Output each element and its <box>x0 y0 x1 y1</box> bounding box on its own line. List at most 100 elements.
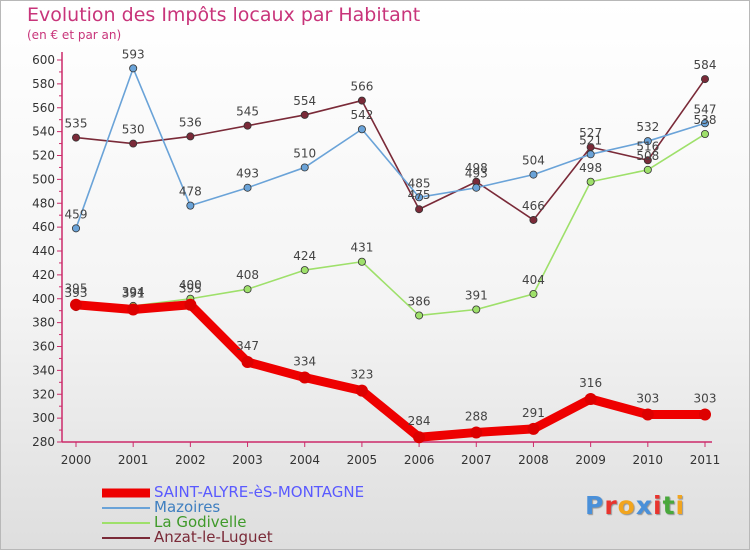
chart-title: Evolution des Impôts locaux par Habitant <box>27 4 421 26</box>
data-point <box>415 193 424 202</box>
x-tick-label: 2010 <box>633 453 664 467</box>
y-tick-label: 300 <box>32 411 55 425</box>
data-point <box>643 137 652 146</box>
data-label: 391 <box>122 286 145 300</box>
data-label: 545 <box>236 105 259 119</box>
logo-letter: t <box>662 491 676 520</box>
data-point <box>415 311 424 320</box>
data-label: 334 <box>293 355 316 369</box>
data-label: 554 <box>293 94 316 108</box>
data-label: 530 <box>122 123 145 137</box>
data-label: 493 <box>465 167 488 181</box>
data-label: 493 <box>236 167 259 181</box>
data-point <box>701 119 710 128</box>
data-point <box>701 130 710 139</box>
data-label: 485 <box>408 176 431 190</box>
data-point <box>127 303 140 316</box>
data-point <box>529 289 538 298</box>
logo-letter: r <box>604 491 618 520</box>
y-tick-label: 540 <box>32 125 55 139</box>
data-label: 391 <box>465 288 488 302</box>
data-point <box>241 356 254 369</box>
data-label: 536 <box>179 115 202 129</box>
y-tick-label: 560 <box>32 101 55 115</box>
data-point <box>413 431 426 444</box>
x-tick-label: 2000 <box>61 453 92 467</box>
data-point <box>529 170 538 179</box>
data-point <box>701 75 710 84</box>
data-label: 303 <box>694 392 717 406</box>
data-point <box>129 64 138 73</box>
proxiti-logo: Proxiti <box>585 491 685 520</box>
data-label: 303 <box>636 392 659 406</box>
data-label: 527 <box>579 126 602 140</box>
data-label: 395 <box>179 282 202 296</box>
x-tick-label: 2003 <box>232 453 263 467</box>
data-label: 323 <box>350 368 373 382</box>
data-point <box>300 163 309 172</box>
logo-letter: P <box>585 491 605 520</box>
data-label: 386 <box>408 294 431 308</box>
data-point <box>300 266 309 275</box>
data-point <box>70 298 82 311</box>
data-label: 284 <box>408 414 431 428</box>
series-line-3 <box>75 78 706 221</box>
y-tick-label: 360 <box>32 340 55 354</box>
data-point <box>300 110 309 119</box>
data-label: 510 <box>293 146 316 160</box>
data-point <box>357 96 366 105</box>
data-label: 395 <box>65 282 88 296</box>
data-point <box>529 215 538 224</box>
data-point <box>584 393 597 406</box>
data-point <box>527 422 540 435</box>
data-label: 393 <box>65 286 88 300</box>
data-label: 542 <box>350 108 373 122</box>
data-point <box>72 224 81 233</box>
data-label: 593 <box>122 47 145 61</box>
data-label: 347 <box>236 339 259 353</box>
data-point <box>643 156 652 165</box>
y-tick-label: 480 <box>32 196 55 210</box>
data-point <box>357 257 366 266</box>
data-point <box>355 384 368 397</box>
logo-letter: o <box>617 491 636 520</box>
x-tick-label: 2004 <box>289 453 320 467</box>
data-point <box>586 150 595 159</box>
legend-label: La Godivelle <box>154 513 247 531</box>
y-tick-label: 320 <box>32 387 55 401</box>
data-point <box>699 408 711 421</box>
data-label: 394 <box>122 285 145 299</box>
logo-letter: i <box>675 491 686 520</box>
y-tick-label: 460 <box>32 220 55 234</box>
data-label: 408 <box>236 268 259 282</box>
data-label: 459 <box>65 207 88 221</box>
y-tick-label: 520 <box>32 149 55 163</box>
data-label: 291 <box>522 406 545 420</box>
data-point <box>129 139 138 148</box>
data-point <box>357 125 366 134</box>
y-tick-label: 340 <box>32 363 55 377</box>
data-label: 431 <box>350 241 373 255</box>
data-label: 316 <box>579 376 602 390</box>
data-point <box>186 201 195 210</box>
series-line-0 <box>71 300 710 442</box>
legend-label: SAINT-ALYRE-èS-MONTAGNE <box>154 483 365 501</box>
data-label: 424 <box>293 249 316 263</box>
data-label: 288 <box>465 409 488 423</box>
data-label: 478 <box>179 185 202 199</box>
data-label: 538 <box>694 113 717 127</box>
y-tick-label: 280 <box>32 435 55 449</box>
data-label: 404 <box>522 273 545 287</box>
data-label: 547 <box>694 102 717 116</box>
y-tick-label: 420 <box>32 268 55 282</box>
series-line-2 <box>75 133 706 317</box>
data-point <box>415 205 424 214</box>
data-label: 498 <box>579 161 602 175</box>
x-tick-label: 2009 <box>575 453 606 467</box>
data-point <box>641 408 654 421</box>
data-point <box>586 177 595 186</box>
x-tick-label: 2011 <box>690 453 721 467</box>
x-tick-label: 2006 <box>404 453 435 467</box>
y-tick-label: 440 <box>32 244 55 258</box>
data-point <box>472 183 481 192</box>
